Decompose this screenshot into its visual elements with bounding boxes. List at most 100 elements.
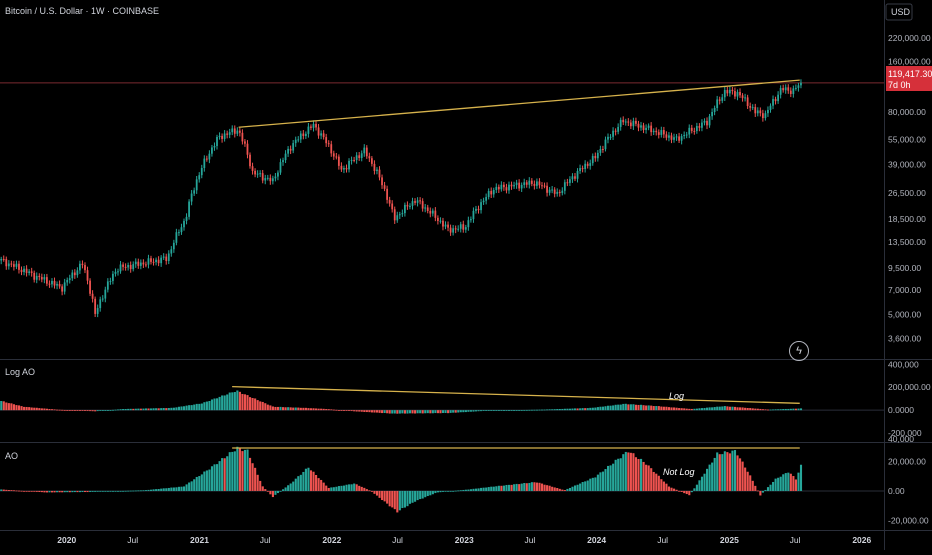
log-ao-pane-title: Log AO — [5, 367, 35, 377]
ao-bar — [5, 489, 8, 491]
ao-bar — [617, 458, 620, 491]
ao-bar — [480, 487, 483, 491]
ao-bar — [675, 489, 678, 491]
log-ao-bar — [667, 407, 671, 411]
ao-bar — [777, 477, 780, 491]
ao-bar — [269, 490, 272, 495]
price-candle — [363, 147, 366, 154]
log-annotation: Log — [669, 391, 684, 401]
log-ao-bar — [28, 407, 31, 411]
currency-button[interactable] — [885, 3, 913, 21]
log-ao-bar — [2, 401, 5, 411]
ao-bar — [749, 475, 752, 491]
log-ao-bar — [216, 398, 219, 411]
price-candle — [668, 135, 670, 138]
log-ao-bar — [279, 406, 282, 411]
log-ao-bar — [495, 410, 498, 411]
ao-bar — [523, 483, 526, 491]
price-candle — [277, 172, 279, 177]
price-candle — [655, 130, 658, 133]
ao-bar — [421, 490, 424, 499]
log-ao-bar — [393, 410, 396, 414]
currency-label[interactable]: USD — [891, 7, 911, 17]
time-tick-label: 2026 — [852, 535, 871, 545]
ao-bar — [134, 490, 137, 492]
ao-bar — [680, 490, 683, 492]
ao-bar — [688, 490, 691, 496]
ao-bar — [779, 476, 782, 491]
price-candle — [46, 277, 48, 284]
ao-bar — [414, 490, 417, 502]
price-candle — [551, 189, 554, 191]
log-ao-bar — [363, 410, 366, 412]
ao-bar — [500, 485, 503, 491]
price-candle — [421, 201, 424, 209]
price-trendline[interactable] — [238, 79, 800, 128]
price-candle — [660, 130, 663, 135]
ao-bar — [419, 490, 422, 500]
log-ao-trendline[interactable] — [232, 386, 800, 404]
price-candle — [106, 281, 109, 290]
ao-bar — [629, 452, 632, 491]
log-ao-bar — [353, 410, 356, 412]
log-ao-bar — [25, 406, 28, 411]
ao-bar — [454, 490, 457, 492]
log-ao-bar — [63, 409, 66, 411]
price-candle — [652, 130, 655, 133]
ao-bar — [30, 490, 33, 492]
price-candle — [596, 152, 599, 159]
price-tick-label: 160,000.00 — [888, 56, 931, 66]
ao-bar — [543, 484, 546, 491]
ao-bar — [276, 490, 280, 494]
log-ao-bar — [759, 408, 762, 411]
price-candle — [604, 139, 607, 150]
price-candle — [497, 186, 500, 190]
ao-bar — [254, 467, 257, 491]
lightning-icon[interactable]: ϟ — [789, 341, 809, 361]
price-candle — [145, 264, 147, 266]
time-tick-label: 2021 — [190, 535, 209, 545]
ao-bar — [586, 480, 589, 491]
price-candle — [520, 184, 523, 189]
ao-bar — [670, 487, 673, 491]
price-candle — [205, 158, 208, 160]
price-candle — [452, 228, 455, 233]
ao-bar — [23, 490, 26, 492]
price-candle — [642, 125, 645, 130]
log-ao-bar — [513, 410, 516, 411]
ao-bar — [612, 463, 615, 491]
ao-bar — [733, 450, 737, 491]
log-ao-bar — [538, 409, 541, 411]
ao-bar — [594, 477, 597, 491]
price-candle — [731, 89, 734, 92]
ao-bar — [157, 488, 160, 491]
log-ao-bar — [170, 407, 173, 411]
price-candle — [401, 213, 404, 215]
ao-bar — [152, 489, 155, 491]
price-candle — [79, 263, 81, 271]
price-candle — [543, 185, 546, 187]
price-candle — [391, 203, 394, 210]
ao-bar — [205, 470, 208, 491]
price-candle — [251, 166, 254, 171]
price-candle — [673, 137, 675, 140]
price-candle — [764, 113, 767, 119]
price-candle — [175, 232, 178, 243]
price-candle — [609, 136, 612, 138]
log-ao-bar — [147, 408, 150, 411]
ao-bar — [25, 490, 28, 492]
price-candle — [228, 132, 231, 135]
ao-bar — [614, 459, 617, 491]
ao-bar — [472, 488, 475, 491]
price-candle — [403, 204, 406, 214]
log-ao-bar — [259, 401, 262, 411]
log-ao-bar — [195, 403, 198, 411]
ao-bar — [429, 490, 432, 496]
ao-bar — [406, 490, 409, 507]
ao-bar — [289, 483, 292, 491]
log-ao-bar — [381, 410, 384, 414]
log-ao-bar — [779, 409, 782, 411]
ao-bar — [513, 484, 516, 491]
price-candle — [310, 126, 312, 128]
ao-bar — [518, 484, 521, 491]
